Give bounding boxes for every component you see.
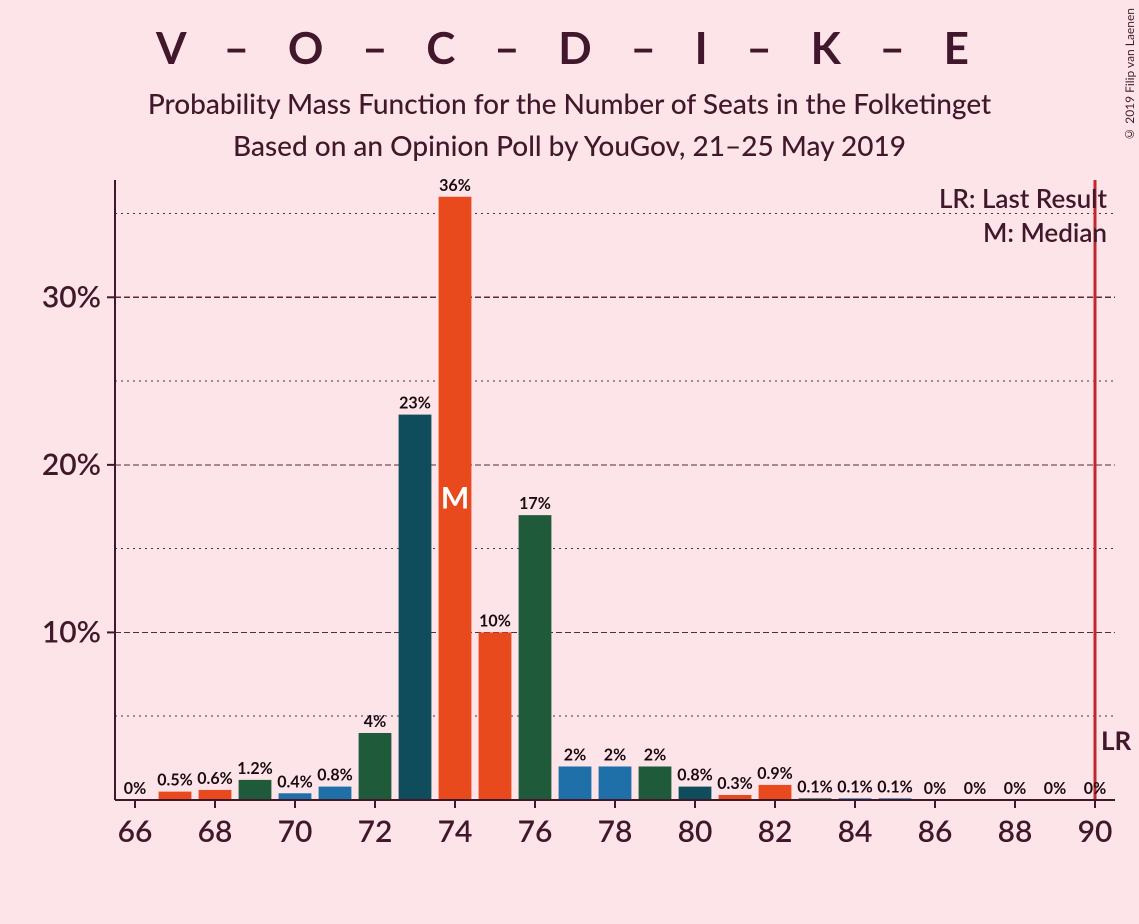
bar-label: 0.1% bbox=[877, 777, 912, 796]
x-tick-label: 80 bbox=[678, 813, 713, 849]
gridlines bbox=[115, 214, 1115, 717]
bar-label: 17% bbox=[519, 494, 551, 513]
bar-label: 0.9% bbox=[757, 764, 792, 783]
chart-root: V – O – C – D – I – K – E Probability Ma… bbox=[0, 0, 1139, 924]
bar-label: 23% bbox=[399, 394, 431, 413]
bar-label: 0% bbox=[124, 779, 146, 798]
bar bbox=[479, 632, 512, 800]
bar-label: 0% bbox=[1004, 779, 1026, 798]
x-tick-label: 88 bbox=[998, 813, 1033, 849]
bar-label: 0% bbox=[1044, 779, 1066, 798]
bar-label: 2% bbox=[564, 745, 586, 764]
bar-label: 0% bbox=[1084, 779, 1106, 798]
bar-label: 2% bbox=[604, 745, 626, 764]
bar bbox=[319, 787, 352, 800]
legend-m: M: Median bbox=[983, 216, 1107, 248]
bar-label: 0.4% bbox=[277, 772, 312, 791]
bar bbox=[759, 785, 792, 800]
bar-label: 0.6% bbox=[197, 769, 232, 788]
legend-lr: LR: Last Result bbox=[939, 182, 1108, 214]
x-tick-label: 78 bbox=[598, 813, 633, 849]
lr-marker-label: LR bbox=[1101, 724, 1132, 756]
bar-label: 0.8% bbox=[317, 766, 352, 785]
chart-subtitle-1: Probability Mass Function for the Number… bbox=[0, 86, 1139, 120]
chart-subtitle-2: Based on an Opinion Poll by YouGov, 21–2… bbox=[0, 128, 1139, 162]
x-tick-label: 70 bbox=[278, 813, 313, 849]
bar-label: 0.1% bbox=[797, 777, 832, 796]
bar bbox=[559, 766, 592, 800]
bar-label: 0.8% bbox=[677, 766, 712, 785]
x-tick-label: 72 bbox=[358, 813, 393, 849]
bar bbox=[239, 780, 272, 800]
bar bbox=[399, 415, 432, 800]
y-tick-label: 20% bbox=[42, 446, 101, 482]
bar bbox=[279, 793, 312, 800]
x-tick-label: 76 bbox=[518, 813, 553, 849]
bar bbox=[519, 515, 552, 800]
bar-label: 36% bbox=[439, 176, 471, 195]
bar-label: 1.2% bbox=[237, 759, 272, 778]
bar-label: 0.5% bbox=[157, 771, 192, 790]
bar-label: 0.3% bbox=[717, 774, 752, 793]
bar-label: 2% bbox=[644, 745, 666, 764]
y-tick-label: 10% bbox=[42, 613, 101, 649]
median-marker-label: M bbox=[441, 479, 469, 515]
bar bbox=[359, 733, 392, 800]
x-tick-label: 74 bbox=[438, 813, 473, 849]
bars-group: 0% 0.5% 0.6% 1.2% 0.4% 0.8% 4% 23% 36% 10% 17% 2% 2%… bbox=[124, 176, 1106, 800]
x-tick-label: 90 bbox=[1078, 813, 1113, 849]
bar-label: 10% bbox=[479, 611, 511, 630]
bar-label: 0% bbox=[924, 779, 946, 798]
x-tick-label: 66 bbox=[118, 813, 153, 849]
x-tick-label: 82 bbox=[758, 813, 793, 849]
bar-label: 4% bbox=[364, 712, 386, 731]
copyright-text: © 2019 Filip van Laenen bbox=[1122, 8, 1137, 142]
chart-title: V – O – C – D – I – K – E bbox=[0, 22, 1139, 74]
bar-label: 0.1% bbox=[837, 777, 872, 796]
x-tick-label: 84 bbox=[838, 813, 873, 849]
x-tick-label: 86 bbox=[918, 813, 953, 849]
bar bbox=[159, 792, 192, 800]
bar-label: 0% bbox=[964, 779, 986, 798]
bar bbox=[639, 766, 672, 800]
bar bbox=[679, 787, 712, 800]
y-tick-label: 30% bbox=[42, 278, 101, 314]
bar bbox=[199, 790, 232, 800]
plot-svg: 0%0.5%0.6%1.2%0.4%0.8%4%23%36%10%17%2%2%… bbox=[115, 180, 1115, 840]
bar bbox=[599, 766, 632, 800]
x-tick-label: 68 bbox=[198, 813, 233, 849]
